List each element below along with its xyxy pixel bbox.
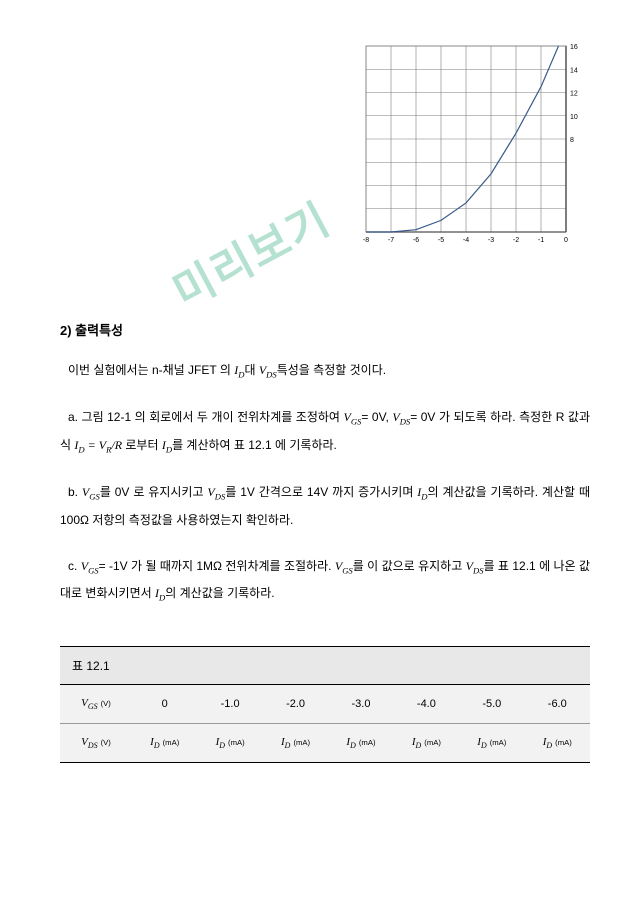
symbol-vgs: VGS: [343, 410, 361, 424]
symbol-vds: VDS: [259, 363, 277, 377]
table-cell: -1.0: [197, 684, 262, 723]
table-cell: 0: [132, 684, 197, 723]
symbol-vgs: VGS: [81, 559, 99, 573]
table-cell: ID (mA): [197, 723, 262, 762]
symbol-vds: VDS: [466, 559, 484, 573]
table-cell: ID (mA): [394, 723, 459, 762]
table-caption: 표 12.1: [60, 646, 590, 684]
svg-text:-6: -6: [413, 237, 419, 244]
text: 를 이 값으로 유지하고: [353, 559, 466, 573]
symbol-vgs: VGS: [335, 559, 353, 573]
symbol-id: ID: [162, 438, 172, 452]
table-cell: -6.0: [525, 684, 590, 723]
svg-text:-1: -1: [538, 237, 544, 244]
text: = 0V,: [361, 410, 392, 424]
svg-text:-7: -7: [388, 237, 394, 244]
text: = -1V 가 될 때까지 1MΩ 전위차계를 조절하라.: [99, 559, 335, 573]
svg-text:0: 0: [564, 237, 568, 244]
text: 를 0V 로 유지시키고: [100, 485, 208, 499]
table-cell: ID (mA): [263, 723, 328, 762]
step-c: c. VGS= -1V 가 될 때까지 1MΩ 전위차계를 조절하라. VGS를…: [60, 553, 590, 608]
text: b.: [68, 485, 82, 499]
text: 대: [244, 363, 258, 377]
svg-text:-3: -3: [488, 237, 494, 244]
text: c.: [68, 559, 81, 573]
table-cell: ID (mA): [459, 723, 524, 762]
symbol-id: ID: [234, 363, 244, 377]
text: 로부터: [122, 438, 162, 452]
symbol-id: ID: [155, 586, 165, 600]
svg-text:-4: -4: [463, 237, 469, 244]
section-title: 2) 출력특성: [60, 320, 590, 339]
table-cell: -2.0: [263, 684, 328, 723]
text: 특성을 측정할 것이다.: [277, 363, 386, 377]
symbol-id: ID: [417, 485, 427, 499]
svg-text:-5: -5: [438, 237, 444, 244]
text: a. 그림 12-1 의 회로에서 두 개이 전위차계를 조정하여: [68, 410, 343, 424]
svg-text:-8: -8: [363, 237, 369, 244]
text: 의 계산값을 기록하라.: [165, 586, 274, 600]
table-row: VDS (V) ID (mA) ID (mA) ID (mA) ID (mA) …: [60, 723, 590, 762]
table-row: VGS (V) 0 -1.0 -2.0 -3.0 -4.0 -5.0 -6.0: [60, 684, 590, 723]
table-cell: ID (mA): [525, 723, 590, 762]
table-cell: -5.0: [459, 684, 524, 723]
text: 를 1V 간격으로 14V 까지 증가시키며: [225, 485, 417, 499]
table-cell: -3.0: [328, 684, 393, 723]
svg-text:16: 16: [570, 44, 578, 51]
symbol-vds: VDS: [392, 410, 410, 424]
svg-text:8: 8: [570, 137, 574, 144]
step-b: b. VGS를 0V 로 유지시키고 VDS를 1V 간격으로 14V 까지 증…: [60, 479, 590, 533]
svg-text:-2: -2: [513, 237, 519, 244]
table-cell: ID (mA): [132, 723, 197, 762]
svg-text:10: 10: [570, 114, 578, 121]
row-header-vds: VDS (V): [60, 723, 132, 762]
table-cell: ID (mA): [328, 723, 393, 762]
symbol-vds: VDS: [207, 485, 225, 499]
row-header-vgs: VGS (V): [60, 684, 132, 723]
table-cell: -4.0: [394, 684, 459, 723]
symbol-vgs: VGS: [82, 485, 100, 499]
step-a: a. 그림 12-1 의 회로에서 두 개이 전위차계를 조정하여 VGS= 0…: [60, 404, 590, 459]
transfer-curve-chart: -8 -7 -6 -5 -4 -3 -2 -1 0 8 10 12 14 16: [360, 40, 590, 250]
symbol-eq: ID = VR/R: [74, 438, 122, 452]
text: 를 계산하여 표 12.1 에 기록하라.: [172, 438, 337, 452]
text: 이번 실험에서는 n-채널 JFET 의: [68, 363, 234, 377]
svg-text:14: 14: [570, 67, 578, 74]
svg-text:12: 12: [570, 91, 578, 98]
intro-paragraph: 이번 실험에서는 n-채널 JFET 의 ID대 VDS특성을 측정할 것이다.: [60, 357, 590, 384]
data-table: VGS (V) 0 -1.0 -2.0 -3.0 -4.0 -5.0 -6.0 …: [60, 684, 590, 763]
